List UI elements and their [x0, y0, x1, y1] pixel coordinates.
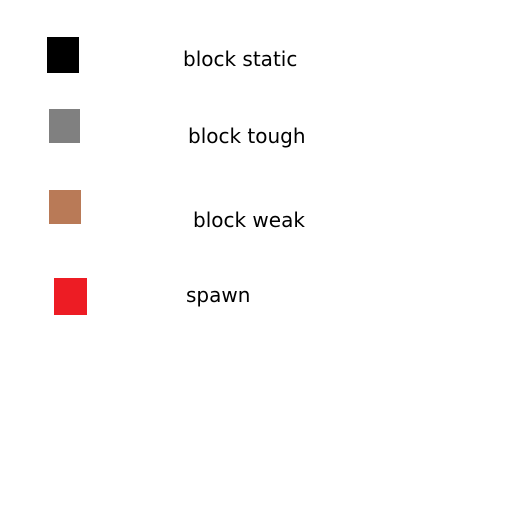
- block-weak-label: block weak: [193, 208, 305, 232]
- spawn-label: spawn: [186, 283, 251, 307]
- block-tough-swatch: [49, 109, 80, 143]
- block-tough-label: block tough: [188, 124, 306, 148]
- spawn-swatch: [54, 278, 87, 315]
- block-static-swatch: [47, 37, 79, 73]
- block-static-label: block static: [183, 47, 298, 71]
- block-weak-swatch: [49, 190, 81, 224]
